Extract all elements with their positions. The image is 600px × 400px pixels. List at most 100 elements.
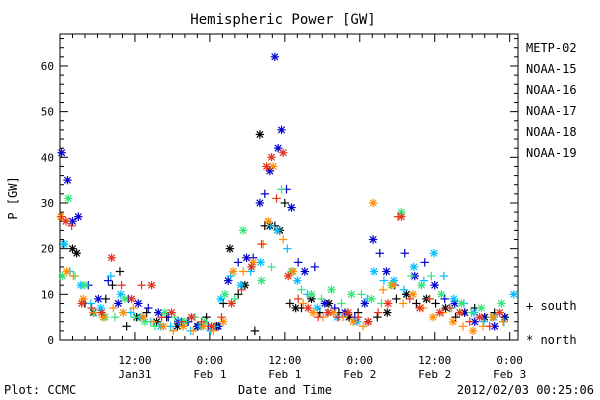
- north-marker: [278, 148, 288, 157]
- y-axis-label: P [GW]: [6, 176, 20, 219]
- north-marker: [320, 299, 330, 308]
- north-marker: [167, 308, 176, 317]
- legend: METP-02 NOAA-15 NOAA-16 NOAA-17 NOAA-18 NOAA-…: [526, 41, 577, 160]
- south-marker: [399, 285, 409, 294]
- legend-item: NOAA-15: [526, 62, 577, 76]
- south-marker: [197, 317, 206, 326]
- south-marker: [485, 322, 494, 331]
- north-marker: [227, 299, 236, 308]
- x-tick-label-time: 12:00: [118, 354, 151, 367]
- north-marker: [74, 212, 83, 221]
- south-marker: [440, 294, 449, 304]
- south-marker: [237, 285, 246, 294]
- south-marker: [467, 308, 476, 317]
- north-marker: [199, 322, 208, 331]
- north-marker: [369, 267, 379, 276]
- south-marker: [272, 194, 281, 203]
- south-marker: [129, 303, 138, 313]
- north-marker: [323, 308, 333, 317]
- south-marker: [109, 303, 118, 313]
- south-marker: [458, 322, 468, 331]
- north-marker: [247, 262, 256, 272]
- south-marker: [297, 285, 306, 294]
- y-tick-label: 20: [41, 243, 54, 256]
- south-marker: [117, 280, 126, 290]
- north-marker: [63, 175, 72, 185]
- north-marker: [409, 262, 419, 272]
- series-noaa-19: [57, 148, 504, 331]
- north-marker: [368, 198, 378, 208]
- south-marker: [101, 294, 110, 304]
- north-marker: [415, 303, 424, 313]
- south-marker: [420, 258, 429, 267]
- x-tick-label-time: 12:00: [268, 354, 301, 367]
- south-marker: [104, 276, 113, 285]
- x-tick-label-date: Feb 1: [193, 368, 226, 381]
- south-marker: [278, 235, 288, 244]
- chart-title: Hemispheric Power [GW]: [190, 12, 375, 28]
- plot-frame: [59, 33, 519, 341]
- legend-item: NOAA-18: [526, 125, 577, 139]
- north-marker: [477, 303, 486, 313]
- south-marker: [283, 244, 292, 253]
- legend-item: NOAA-17: [526, 104, 577, 118]
- south-marker: [87, 303, 96, 313]
- south-marker: [57, 212, 66, 221]
- north-marker: [220, 290, 230, 299]
- south-marker: [479, 317, 489, 326]
- legend-item: NOAA-16: [526, 83, 577, 97]
- south-marker: [144, 303, 153, 313]
- south-marker: [106, 271, 115, 281]
- north-marker: [448, 317, 458, 326]
- north-marker: [388, 280, 398, 290]
- south-marker: [189, 326, 198, 336]
- x-tick-label-date: Feb 2: [343, 368, 376, 381]
- south-marker: [67, 221, 76, 231]
- north-marker: [435, 308, 444, 317]
- south-marker: [89, 308, 98, 317]
- north-marker: [239, 226, 248, 235]
- south-marker: [353, 312, 363, 322]
- north-marker: [343, 308, 353, 317]
- north-marker: [488, 312, 498, 322]
- north-marker: [429, 249, 439, 258]
- south-marker: [298, 299, 308, 308]
- south-marker: [425, 294, 434, 304]
- north-marker: [457, 299, 466, 308]
- south-marker: [333, 312, 343, 322]
- y-tick-label: 10: [41, 288, 54, 301]
- south-marker: [150, 322, 160, 331]
- north-marker: [72, 249, 81, 258]
- south-marker: [239, 267, 248, 276]
- north-marker: [147, 280, 156, 290]
- north-marker: [273, 226, 282, 235]
- south-marker: [230, 294, 240, 304]
- north-marker: [179, 322, 188, 331]
- marker-legend-item: + south: [526, 299, 577, 313]
- series-noaa-15: [57, 52, 509, 331]
- south-marker: [405, 294, 414, 304]
- south-marker: [317, 294, 326, 304]
- south-marker: [378, 285, 388, 294]
- north-marker: [277, 125, 286, 135]
- north-marker: [287, 203, 296, 212]
- north-marker: [107, 253, 116, 262]
- north-marker: [490, 322, 499, 331]
- north-marker: [300, 267, 310, 276]
- south-marker: [375, 249, 384, 258]
- south-marker: [357, 290, 366, 299]
- north-marker: [80, 280, 90, 290]
- north-marker: [383, 308, 392, 317]
- south-marker: [498, 317, 508, 326]
- north-marker: [97, 308, 106, 317]
- south-marker: [500, 312, 509, 322]
- south-marker: [277, 185, 286, 194]
- south-marker: [260, 189, 270, 199]
- north-marker: [256, 258, 265, 267]
- north-marker: [265, 166, 275, 176]
- south-marker: [400, 249, 409, 258]
- south-marker: [130, 312, 140, 322]
- north-marker: [430, 280, 439, 290]
- south-marker: [373, 308, 383, 317]
